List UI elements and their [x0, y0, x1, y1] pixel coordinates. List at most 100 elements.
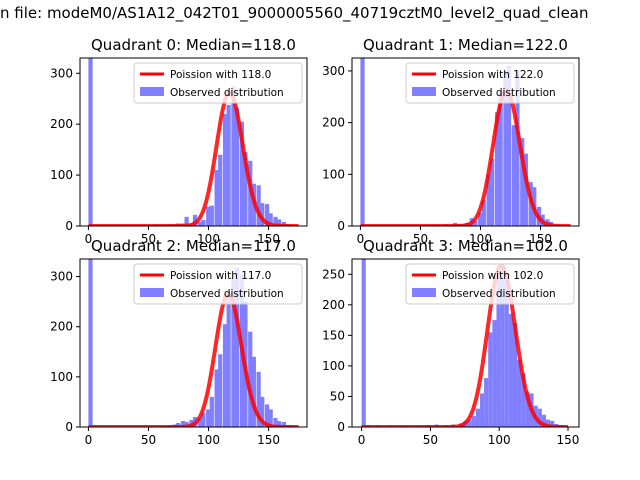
axes-frame: [79, 258, 308, 428]
legend-box: [133, 263, 303, 305]
x-tick-label: 0: [85, 433, 93, 447]
histogram-bar: [222, 114, 228, 226]
histogram-bar: [467, 419, 472, 427]
legend-box: [405, 62, 575, 104]
histogram-bar: [218, 154, 223, 226]
histogram-bar: [525, 391, 530, 427]
histogram-bar: [226, 296, 231, 427]
histogram-bar: [475, 408, 480, 427]
subplot-title: Quadrant 2: Median=117.0: [91, 237, 296, 255]
y-tick-label: 0: [337, 420, 345, 434]
legend-label: Observed distribution: [170, 288, 284, 300]
legend-label: Observed distribution: [170, 87, 284, 99]
legend: Poission with 122.0 Observed distribution: [405, 62, 575, 104]
y-tick-label: 200: [322, 116, 345, 130]
histogram-bar: [523, 153, 528, 226]
subplot-title: Quadrant 0: Median=118.0: [91, 36, 296, 54]
x-tick-label: 50: [141, 232, 156, 246]
histogram-bar: [492, 320, 497, 427]
histogram-bar: [226, 104, 231, 226]
y-tick-label: 300: [50, 66, 73, 80]
x-tick-label: 100: [197, 232, 220, 246]
histogram-bar: [248, 331, 253, 427]
histogram-bar: [500, 265, 505, 427]
histogram-bar: [209, 396, 214, 427]
legend: Poission with 118.0 Observed distribution: [133, 62, 303, 104]
histogram-bar: [550, 420, 555, 427]
histogram-bar: [273, 216, 278, 226]
histogram-bar: [88, 58, 93, 226]
histogram-bar: [481, 200, 486, 226]
histogram-bar: [201, 412, 206, 427]
histogram-bar: [197, 417, 202, 427]
x-tick-label: 150: [257, 232, 280, 246]
histogram-bar: [508, 313, 513, 427]
subplot-title: Quadrant 3: Median=102.0: [363, 237, 568, 255]
poisson-curve: [87, 291, 300, 427]
histogram-bar: [243, 152, 248, 226]
legend-label: Poission with 102.0: [442, 270, 543, 282]
y-tick-label: 200: [50, 320, 73, 334]
histogram-bar: [488, 332, 493, 427]
histogram-bar: [180, 420, 186, 427]
x-tick-label: 150: [257, 433, 280, 447]
y-tick-label: 100: [50, 168, 73, 182]
histogram-bar: [214, 369, 219, 427]
histogram-bar: [537, 408, 542, 427]
legend-bar-swatch: [140, 288, 164, 297]
histogram-bar: [264, 404, 270, 427]
histogram-bar: [503, 70, 508, 226]
histogram-bar: [486, 174, 491, 226]
x-tick-label: 50: [423, 433, 438, 447]
histogram-bar: [234, 267, 240, 427]
subplot-1: 0 50 100 150 0 100 200 300 Quadrant 1: Median=12…: [322, 36, 580, 246]
legend-box: [133, 62, 303, 104]
histogram-bar: [276, 219, 282, 226]
histogram-bar: [276, 420, 282, 427]
x-tick-label: 50: [141, 433, 156, 447]
subplot-3: 0 50 100 150 0 50 100 150 200 250 Quadrant 3: Medi…: [322, 237, 580, 447]
histogram-bar: [541, 414, 546, 427]
x-tick-label: 150: [529, 232, 552, 246]
histogram-bar: [360, 58, 365, 226]
histogram-bar: [214, 170, 219, 226]
histogram-bar: [471, 416, 476, 427]
histogram-bar: [515, 70, 520, 226]
y-tick-label: 300: [50, 270, 73, 284]
plot-content: [361, 259, 569, 427]
plot-content: [359, 58, 572, 226]
histogram-bar: [361, 259, 366, 427]
histogram-bar: [201, 219, 206, 226]
histogram-bar: [268, 409, 273, 427]
histogram-bar: [512, 323, 518, 427]
histogram-bar: [206, 409, 211, 427]
figure-suptitle: n file: modeM0/AS1A12_042T01_9000005560_…: [0, 4, 589, 22]
histogram-bar: [496, 271, 501, 427]
subplot-0: 0 50 100 150 0 100 200 300 Quadrant 0: Median=11…: [50, 36, 308, 246]
legend-label: Observed distribution: [442, 87, 556, 99]
histogram-bar: [479, 393, 485, 427]
legend-label: Poission with 117.0: [170, 270, 271, 282]
plot-content: [87, 58, 300, 226]
histogram-bar: [88, 259, 93, 427]
plot-content: [87, 259, 300, 427]
y-tick-label: 200: [322, 298, 345, 312]
x-tick-label: 150: [557, 433, 580, 447]
legend: Poission with 102.0 Observed distribution: [405, 263, 575, 305]
y-tick-label: 200: [50, 117, 73, 131]
histogram-bar: [197, 221, 202, 226]
legend-label: Observed distribution: [442, 288, 556, 300]
legend-bar-swatch: [412, 87, 436, 96]
y-tick-label: 50: [330, 389, 345, 403]
legend-label: Poission with 118.0: [170, 69, 271, 81]
histogram-bar: [506, 65, 512, 226]
histogram-bar: [256, 185, 261, 226]
y-tick-label: 0: [337, 219, 345, 233]
histogram-bar: [192, 214, 198, 226]
legend-bar-swatch: [412, 288, 436, 297]
legend: Poission with 117.0 Observed distribution: [133, 263, 303, 305]
subplot-2: 0 50 100 150 0 100 200 300 Quadrant 2: Median=11…: [50, 237, 308, 447]
axes-frame: [351, 57, 580, 227]
histogram-bar: [273, 417, 278, 427]
